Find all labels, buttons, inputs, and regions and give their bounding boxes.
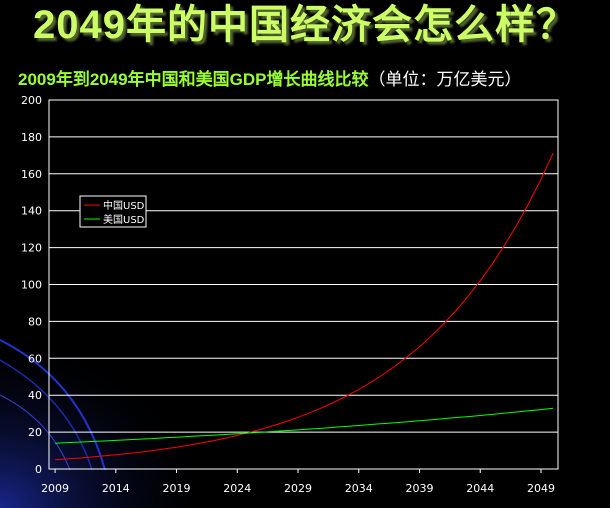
x-tick-label: 2029	[284, 482, 312, 495]
legend	[79, 195, 147, 228]
y-tick-label: 180	[21, 131, 42, 144]
y-tick-label: 20	[28, 426, 42, 439]
y-tick-label: 40	[28, 389, 42, 402]
subtitle-main: 2009年到2049年中国和美国GDP增长曲线比较	[18, 70, 369, 89]
y-tick-label: 0	[35, 463, 42, 476]
x-tick-label: 2009	[41, 482, 69, 495]
x-tick-label: 2044	[466, 482, 494, 495]
x-tick-label: 2049	[527, 482, 555, 495]
legend-label: 美国USD	[103, 213, 145, 226]
subtitle-unit: （单位：万亿美元）	[368, 70, 522, 89]
y-tick-label: 200	[21, 94, 42, 107]
series-line-usa	[55, 407, 554, 444]
x-tick-label: 2039	[406, 482, 434, 495]
x-tick-label: 2024	[223, 482, 251, 495]
x-tick-label: 2034	[345, 482, 373, 495]
y-tick-label: 60	[28, 352, 42, 365]
y-tick-label: 80	[28, 315, 42, 328]
y-tick-label: 140	[21, 205, 42, 218]
y-tick-label: 100	[21, 279, 42, 292]
legend-label: 中国USD	[103, 199, 145, 212]
y-tick-label: 160	[21, 168, 42, 181]
chart-subtitle: 2009年到2049年中国和美国GDP增长曲线比较（单位：万亿美元）	[18, 70, 521, 89]
x-tick-label: 2014	[102, 482, 130, 495]
series-line-china	[55, 152, 554, 461]
x-tick-label: 2019	[163, 482, 191, 495]
y-tick-label: 120	[21, 242, 42, 255]
plot-frame	[48, 99, 559, 470]
page-title: 2049年的中国经济会怎么样？	[33, 3, 577, 47]
